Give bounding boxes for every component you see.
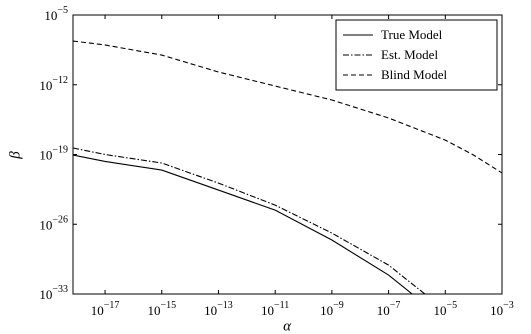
legend-label: Blind Model xyxy=(381,67,447,82)
legend-label: True Model xyxy=(381,27,443,42)
x-tick-label: 10−9 xyxy=(320,300,344,318)
x-tick-label: 10−3 xyxy=(490,300,514,318)
x-tick-label: 10−11 xyxy=(261,300,289,318)
y-axis-label: β xyxy=(7,151,23,160)
line-series xyxy=(73,147,426,294)
y-tick-label: 10−5 xyxy=(44,5,68,23)
line-series xyxy=(73,40,502,174)
y-tick-label: 10−19 xyxy=(39,145,68,163)
y-tick-label: 10−33 xyxy=(39,284,68,302)
legend-label: Est. Model xyxy=(381,47,438,62)
y-tick-label: 10−12 xyxy=(39,75,68,93)
x-tick-label: 10−17 xyxy=(91,300,120,318)
x-tick-label: 10−7 xyxy=(377,300,401,318)
x-axis-label: α xyxy=(283,318,292,334)
plot-frame xyxy=(72,14,503,295)
x-tick-label: 10−15 xyxy=(147,300,176,318)
x-tick-label: 10−5 xyxy=(433,300,457,318)
line-series xyxy=(73,154,413,294)
x-tick-label: 10−13 xyxy=(204,300,233,318)
y-tick-label: 10−26 xyxy=(39,215,68,233)
